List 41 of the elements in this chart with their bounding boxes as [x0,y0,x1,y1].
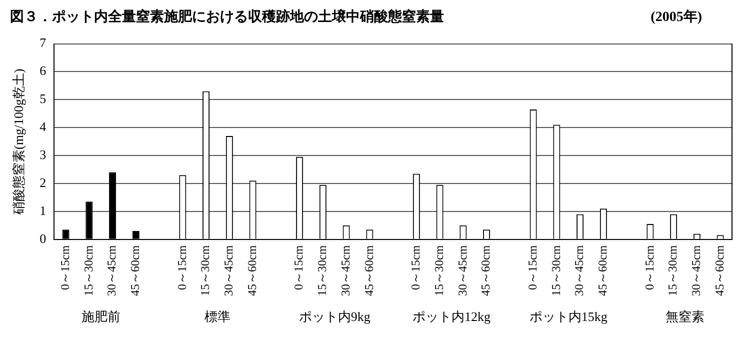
x-tick-label: 15～30cm [666,244,680,296]
x-tick-label: 30～45cm [338,244,352,296]
y-tick-label: 0 [40,230,46,246]
x-tick-label: 0～15cm [292,244,306,290]
x-tick-label: 0～15cm [174,244,189,290]
x-tick-label: 0～15cm [58,244,72,290]
x-tick-label: 30～45cm [689,244,704,296]
x-tick-label: 30～45cm [572,244,586,296]
x-tick-label: 45～60cm [596,244,610,296]
x-tick-label: 0～15cm [408,244,423,290]
y-tick-label: 5 [40,91,46,106]
x-tick-label: 15～30cm [81,244,96,296]
x-tick-label: 30～45cm [222,244,236,296]
x-tick-label: 15～30cm [432,244,446,296]
chart-subtitle: (2005年) [650,8,702,27]
x-tick-label: 0～15cm [525,244,540,290]
x-tick-label: 45～60cm [362,244,376,296]
x-tick-label: 45～60cm [244,244,259,296]
y-tick-label: 3 [40,146,46,162]
x-tick-label: 30～45cm [455,244,470,296]
x-tick-label: 0～15cm [642,244,656,290]
text: ポット内15kg [529,308,608,324]
text: ポット内9kg [298,308,371,324]
text: 標準 [204,308,231,324]
x-tick-label: 45～60cm [478,244,493,296]
y-tick-label: 2 [40,174,46,190]
y-tick-label: 1 [40,202,46,218]
text: ポット内12kg [412,308,491,324]
chart-title: 図３．ポット内全量窒素施肥における収穫跡地の土壌中硝酸態窒素量 [10,8,444,27]
x-tick-label: 15～30cm [198,244,212,296]
x-tick-label: 30～45cm [104,244,119,296]
text: 無窒素 [666,308,705,324]
x-tick-label: 15～30cm [315,244,330,296]
text: 施肥前 [81,308,120,324]
x-tick-label: 45～60cm [712,244,726,296]
y-tick-label: 7 [40,35,47,50]
y-tick-label: 4 [40,119,47,134]
y-axis-title: 硝酸態窒素(mg/100g乾土) [11,68,26,216]
x-tick-label: 15～30cm [548,244,563,296]
x-tick-label: 45～60cm [128,244,142,296]
y-tick-label: 6 [40,63,47,78]
